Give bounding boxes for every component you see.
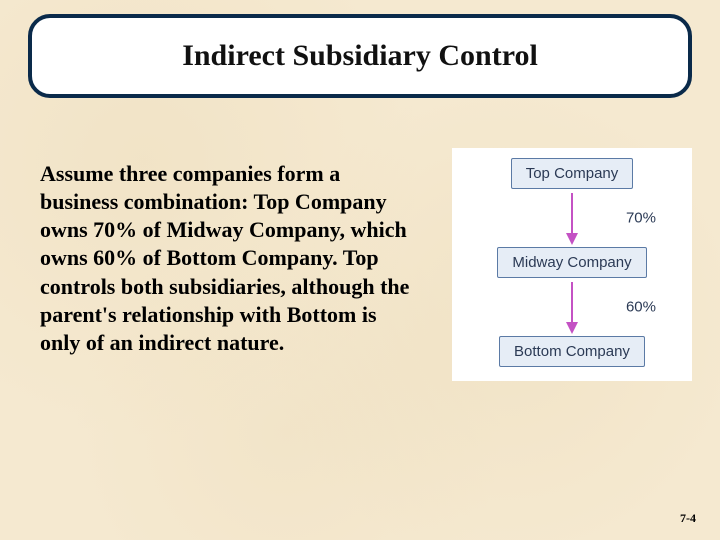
edge-top-to-midway: 70% [460,189,684,247]
edge-label-2: 60% [626,299,656,316]
title-panel: Indirect Subsidiary Control [28,14,692,98]
arrow-down-icon [562,191,582,245]
edge-label-1: 70% [626,210,656,227]
node-bottom-company: Bottom Company [499,336,645,367]
arrow-down-icon [562,280,582,334]
node-top-company: Top Company [511,158,634,189]
body-paragraph: Assume three companies form a business c… [40,160,420,357]
page-number: 7-4 [680,511,696,526]
ownership-diagram: Top Company 70% Midway Company 60% Botto… [452,148,692,381]
slide-title: Indirect Subsidiary Control [182,39,538,73]
node-midway-company: Midway Company [497,247,646,278]
edge-midway-to-bottom: 60% [460,278,684,336]
